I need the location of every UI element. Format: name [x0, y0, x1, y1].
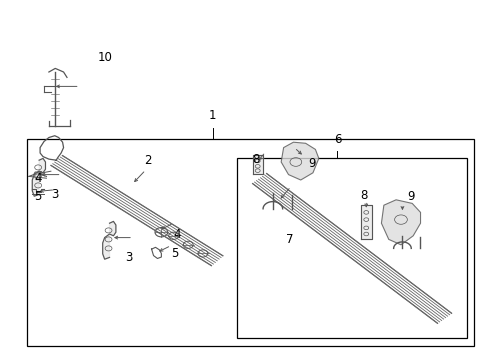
Polygon shape	[381, 200, 420, 245]
Text: 5: 5	[171, 247, 178, 260]
Text: 3: 3	[124, 251, 132, 264]
Text: 10: 10	[98, 51, 112, 64]
Polygon shape	[252, 155, 262, 174]
Polygon shape	[281, 142, 318, 180]
Text: 3: 3	[51, 188, 59, 201]
Bar	[237, 158, 466, 338]
Text: 9: 9	[307, 157, 315, 170]
Polygon shape	[32, 158, 45, 196]
Text: 9: 9	[406, 190, 414, 203]
Text: 4: 4	[34, 172, 41, 185]
Text: 8: 8	[251, 153, 259, 166]
Text: 5: 5	[34, 190, 41, 203]
Text: 6: 6	[333, 133, 341, 146]
Text: 4: 4	[173, 228, 181, 240]
Text: 2: 2	[144, 154, 151, 167]
Text: 8: 8	[360, 189, 367, 202]
Text: 1: 1	[208, 109, 216, 122]
Bar	[27, 139, 473, 346]
Text: 7: 7	[285, 233, 293, 246]
Polygon shape	[102, 221, 116, 259]
Polygon shape	[360, 205, 371, 239]
